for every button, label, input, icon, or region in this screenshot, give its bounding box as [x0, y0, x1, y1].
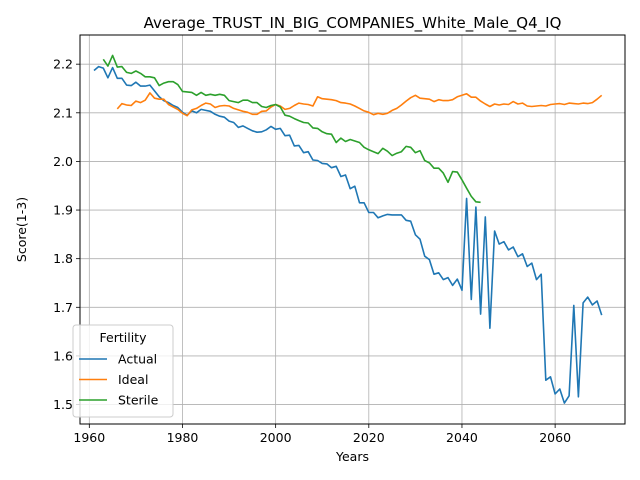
x-tick-label: 2040	[446, 430, 478, 445]
legend: Fertility Actual Ideal Sterile	[72, 324, 174, 418]
legend-entries: Actual Ideal Sterile	[79, 352, 159, 408]
y-tick-label: 1.5	[53, 397, 73, 412]
series-line-ideal	[116, 92, 603, 117]
legend-title: Fertility	[100, 330, 148, 345]
axis-ticks: 1960 1980 2000 2020 2040 2060 1.5 1.6 1.7 1.8 1.9 2…	[53, 57, 571, 445]
series-line-actual	[93, 65, 603, 404]
series-layer	[93, 54, 603, 404]
plot-frame	[79, 34, 626, 425]
y-tick-label: 1.9	[53, 203, 73, 218]
y-tick-label: 1.6	[53, 348, 73, 363]
legend-label-actual: Actual	[118, 352, 157, 367]
chart-title: Average_TRUST_IN_BIG_COMPANIES_White_Mal…	[144, 14, 562, 33]
series-line-sterile	[102, 54, 481, 204]
x-axis-title: Years	[335, 449, 369, 464]
y-tick-label: 1.8	[53, 251, 73, 266]
legend-label-ideal: Ideal	[118, 372, 148, 387]
legend-label-sterile: Sterile	[118, 393, 159, 408]
y-axis-title: Score(1-3)	[14, 197, 29, 262]
y-tick-label: 2.1	[53, 105, 73, 120]
y-tick-label: 2.2	[53, 57, 73, 72]
x-tick-label: 1960	[73, 430, 105, 445]
x-tick-label: 2060	[539, 430, 571, 445]
x-tick-label: 1980	[167, 430, 199, 445]
legend-box	[72, 324, 174, 418]
x-tick-label: 2000	[260, 430, 292, 445]
y-tick-label: 1.7	[53, 300, 73, 315]
y-tick-label: 2.0	[53, 154, 73, 169]
x-tick-label: 2020	[353, 430, 385, 445]
